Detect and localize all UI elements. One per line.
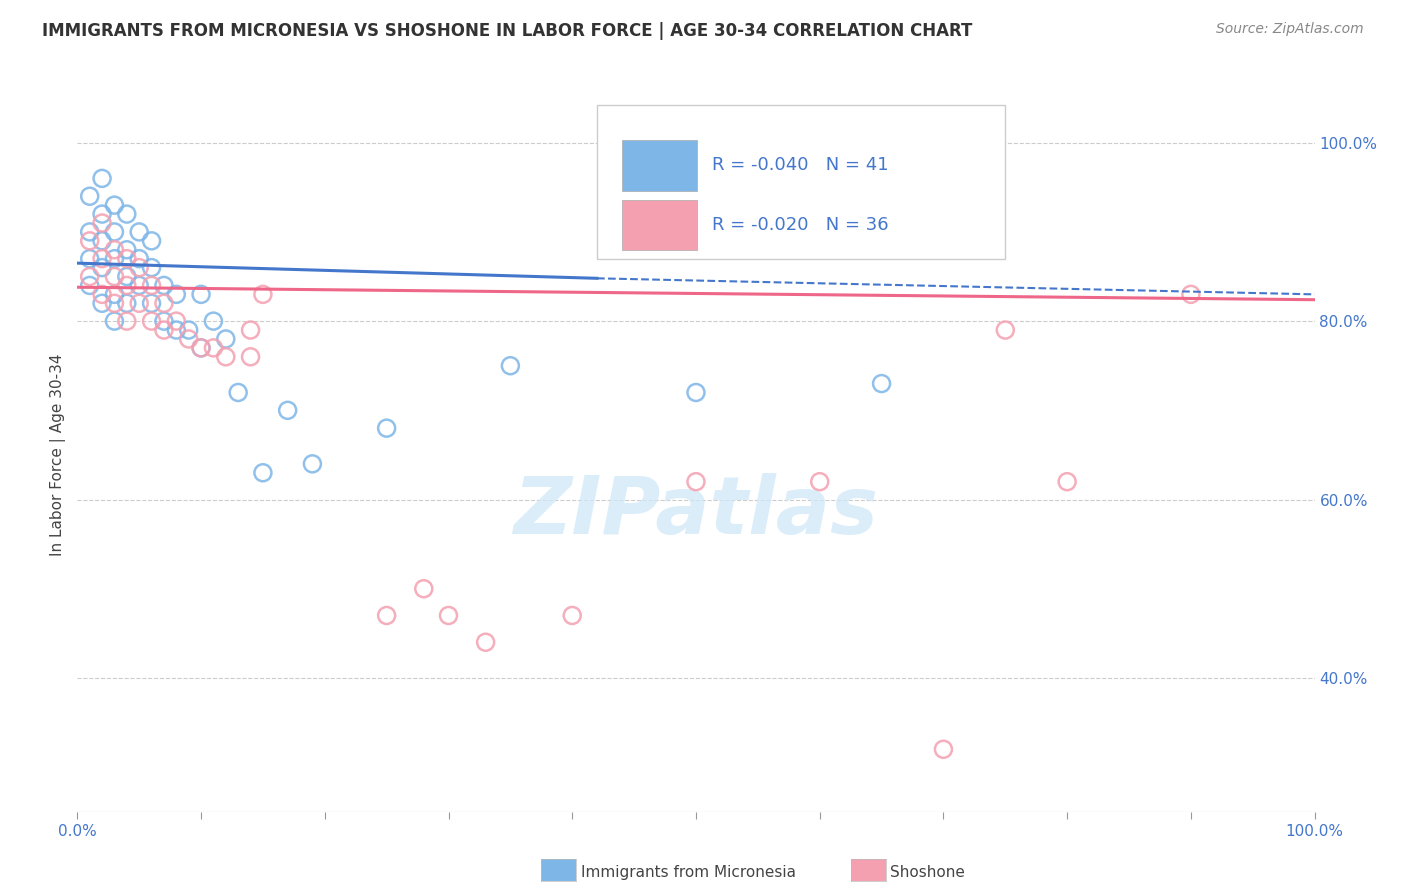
Point — [115, 207, 138, 221]
Point — [202, 341, 225, 355]
Point — [115, 243, 138, 257]
Point — [561, 608, 583, 623]
Point — [115, 269, 138, 284]
Point — [202, 314, 225, 328]
Point — [79, 269, 101, 284]
Point — [153, 296, 176, 310]
Point — [128, 252, 150, 266]
Point — [412, 582, 434, 596]
Point — [115, 278, 138, 293]
Point — [91, 260, 114, 275]
Text: R = -0.040   N = 41: R = -0.040 N = 41 — [711, 156, 889, 175]
Point — [91, 171, 114, 186]
Text: Source: ZipAtlas.com: Source: ZipAtlas.com — [1216, 22, 1364, 37]
Point — [932, 742, 955, 756]
Point — [141, 278, 163, 293]
Point — [141, 234, 163, 248]
Point — [103, 252, 125, 266]
Point — [165, 314, 187, 328]
Point — [79, 234, 101, 248]
Point — [239, 350, 262, 364]
Point — [79, 189, 101, 203]
Point — [437, 608, 460, 623]
Point — [994, 323, 1017, 337]
Text: IMMIGRANTS FROM MICRONESIA VS SHOSHONE IN LABOR FORCE | AGE 30-34 CORRELATION CH: IMMIGRANTS FROM MICRONESIA VS SHOSHONE I… — [42, 22, 973, 40]
Point — [141, 296, 163, 310]
Point — [91, 287, 114, 301]
Point — [79, 278, 101, 293]
Point — [103, 243, 125, 257]
Point — [190, 341, 212, 355]
Point — [177, 332, 200, 346]
Point — [128, 225, 150, 239]
Point — [128, 278, 150, 293]
FancyBboxPatch shape — [621, 200, 697, 251]
FancyBboxPatch shape — [598, 105, 1005, 259]
Point — [91, 252, 114, 266]
Point — [870, 376, 893, 391]
Point — [103, 269, 125, 284]
Point — [301, 457, 323, 471]
Text: Immigrants from Micronesia: Immigrants from Micronesia — [581, 865, 796, 880]
Point — [252, 287, 274, 301]
Point — [252, 466, 274, 480]
Point — [215, 350, 238, 364]
Point — [115, 252, 138, 266]
Point — [177, 323, 200, 337]
Text: Shoshone: Shoshone — [890, 865, 965, 880]
Point — [165, 287, 187, 301]
Point — [153, 323, 176, 337]
Point — [226, 385, 249, 400]
Text: ZIPatlas: ZIPatlas — [513, 473, 879, 551]
Point — [79, 252, 101, 266]
Point — [375, 608, 398, 623]
Point — [103, 198, 125, 212]
Point — [128, 260, 150, 275]
Point — [375, 421, 398, 435]
Point — [91, 216, 114, 230]
Point — [91, 207, 114, 221]
Point — [103, 287, 125, 301]
Point — [91, 234, 114, 248]
Point — [153, 314, 176, 328]
Point — [115, 296, 138, 310]
Point — [1056, 475, 1078, 489]
Point — [103, 314, 125, 328]
Point — [141, 314, 163, 328]
Point — [239, 323, 262, 337]
Point — [499, 359, 522, 373]
Point — [474, 635, 496, 649]
Text: R = -0.020   N = 36: R = -0.020 N = 36 — [711, 216, 889, 234]
FancyBboxPatch shape — [621, 140, 697, 191]
Point — [685, 385, 707, 400]
Point — [91, 296, 114, 310]
Point — [79, 225, 101, 239]
Point — [103, 296, 125, 310]
Point — [153, 278, 176, 293]
Point — [808, 475, 831, 489]
Point — [1180, 287, 1202, 301]
Point — [103, 225, 125, 239]
Point — [190, 287, 212, 301]
Point — [115, 314, 138, 328]
Point — [215, 332, 238, 346]
Y-axis label: In Labor Force | Age 30-34: In Labor Force | Age 30-34 — [51, 353, 66, 557]
Point — [141, 260, 163, 275]
Point — [685, 475, 707, 489]
Point — [190, 341, 212, 355]
Point — [165, 323, 187, 337]
Point — [277, 403, 299, 417]
Point — [128, 296, 150, 310]
